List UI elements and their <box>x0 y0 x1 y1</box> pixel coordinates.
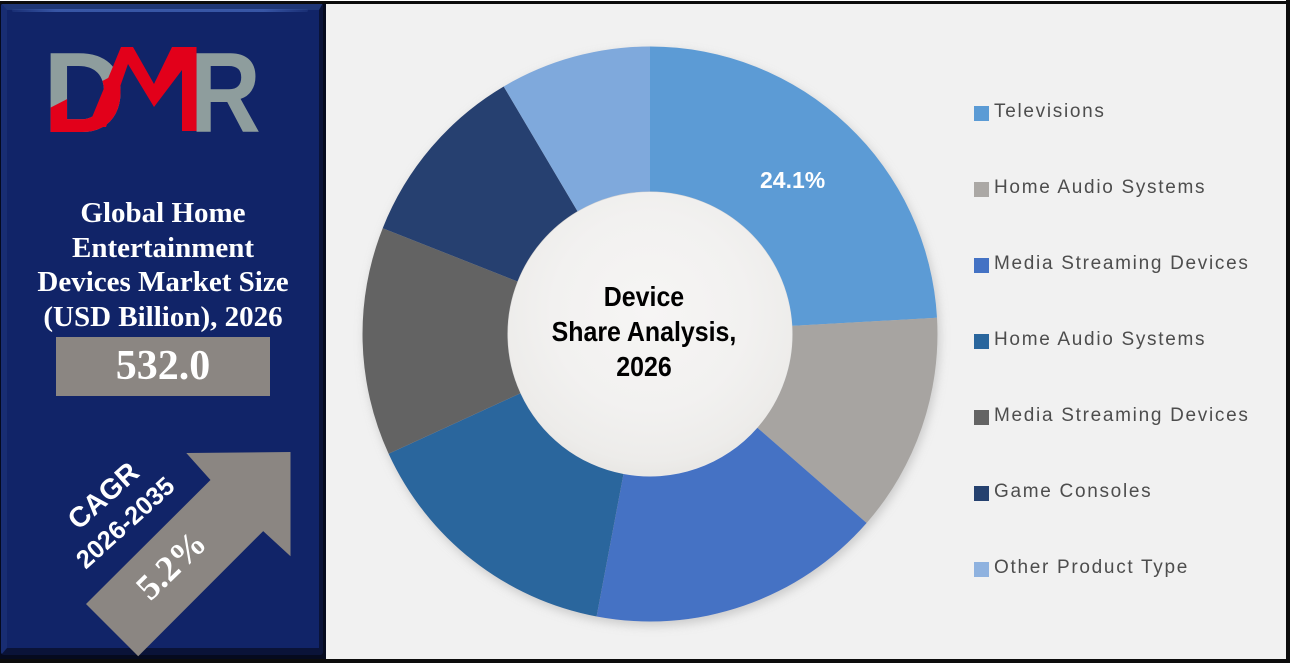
svg-text:R: R <box>190 29 261 157</box>
